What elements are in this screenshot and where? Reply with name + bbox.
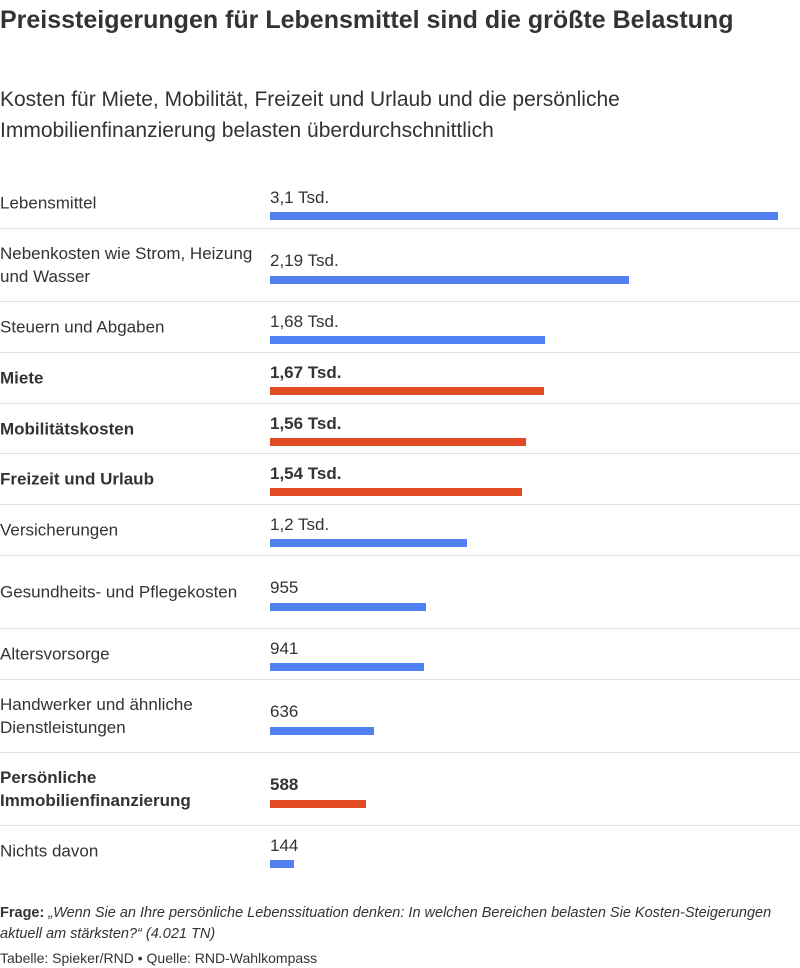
- bar: [270, 438, 526, 446]
- bar-row: Persönliche Immobilienfinanzierung 588: [0, 753, 800, 826]
- value-label: 3,1 Tsd.: [270, 188, 330, 207]
- value-label: 1,56 Tsd.: [270, 414, 342, 433]
- bar-row: Handwerker und ähnliche Dienstleistungen…: [0, 680, 800, 753]
- category-label: Handwerker und ähnliche Dienstleistungen: [0, 695, 193, 737]
- bar-row: Versicherungen 1,2 Tsd.: [0, 505, 800, 556]
- bar-row: Gesundheits- und Pflegekosten 955: [0, 556, 800, 629]
- value-label: 2,19 Tsd.: [270, 251, 339, 270]
- category-label: Versicherungen: [0, 520, 119, 540]
- value-label: 636: [270, 702, 299, 721]
- bar-row: Altersvorsorge 941: [0, 629, 800, 680]
- bar: [270, 663, 425, 671]
- bar: [270, 488, 523, 496]
- category-label: Nebenkosten wie Strom, Heizung und Wasse…: [0, 244, 253, 286]
- category-label: Lebensmittel: [0, 193, 97, 213]
- category-label: Gesundheits- und Pflegekosten: [0, 582, 238, 602]
- category-label: Steuern und Abgaben: [0, 317, 165, 337]
- bar-row: Nebenkosten wie Strom, Heizung und Wasse…: [0, 229, 800, 302]
- bar: [270, 387, 544, 395]
- question-label: Frage:: [0, 905, 45, 921]
- bar-row: Mobilitätskosten 1,56 Tsd.: [0, 404, 800, 454]
- bar-chart: Lebensmittel 3,1 Tsd. Nebenkosten wie Stro…: [0, 178, 800, 876]
- category-label: Nichts davon: [0, 841, 99, 861]
- chart-title: Preissteigerungen für Lebensmittel sind …: [0, 6, 734, 34]
- question-text: „Wenn Sie an Ihre persönliche Lebenssitu…: [0, 905, 772, 942]
- category-label: Mobilitätskosten: [0, 419, 135, 438]
- category-label: Persönliche Immobilienfinanzierung: [0, 768, 191, 810]
- category-label: Freizeit und Urlaub: [0, 469, 154, 489]
- source-credit: Tabelle: Spieker/RND • Quelle: RND-Wahlk…: [0, 950, 318, 966]
- bar: [270, 800, 367, 808]
- value-label: 144: [270, 836, 299, 855]
- value-label: 1,2 Tsd.: [270, 515, 330, 534]
- chart-subtitle: Kosten für Miete, Mobilität, Freizeit un…: [0, 88, 620, 142]
- value-label: 941: [270, 639, 299, 658]
- category-label: Altersvorsorge: [0, 644, 110, 664]
- bar: [270, 276, 629, 284]
- bar-row: Freizeit und Urlaub 1,54 Tsd.: [0, 454, 800, 505]
- question-note: Frage: „Wenn Sie an Ihre persönliche Leb…: [0, 903, 800, 945]
- value-label: 588: [270, 775, 299, 794]
- bar: [270, 860, 294, 868]
- bar-row: Steuern und Abgaben 1,68 Tsd.: [0, 302, 800, 353]
- bar: [270, 603, 427, 611]
- bar: [270, 727, 375, 735]
- bar: [270, 212, 778, 220]
- value-label: 955: [270, 578, 299, 597]
- bar: [270, 539, 467, 547]
- bar-row: Miete 1,67 Tsd.: [0, 353, 800, 404]
- bar: [270, 336, 546, 344]
- category-label: Miete: [0, 368, 44, 388]
- bar-row: Lebensmittel 3,1 Tsd.: [0, 178, 800, 229]
- value-label: 1,67 Tsd.: [270, 363, 342, 382]
- bar-row: Nichts davon 144: [0, 826, 800, 876]
- value-label: 1,54 Tsd.: [270, 464, 342, 483]
- value-label: 1,68 Tsd.: [270, 312, 339, 331]
